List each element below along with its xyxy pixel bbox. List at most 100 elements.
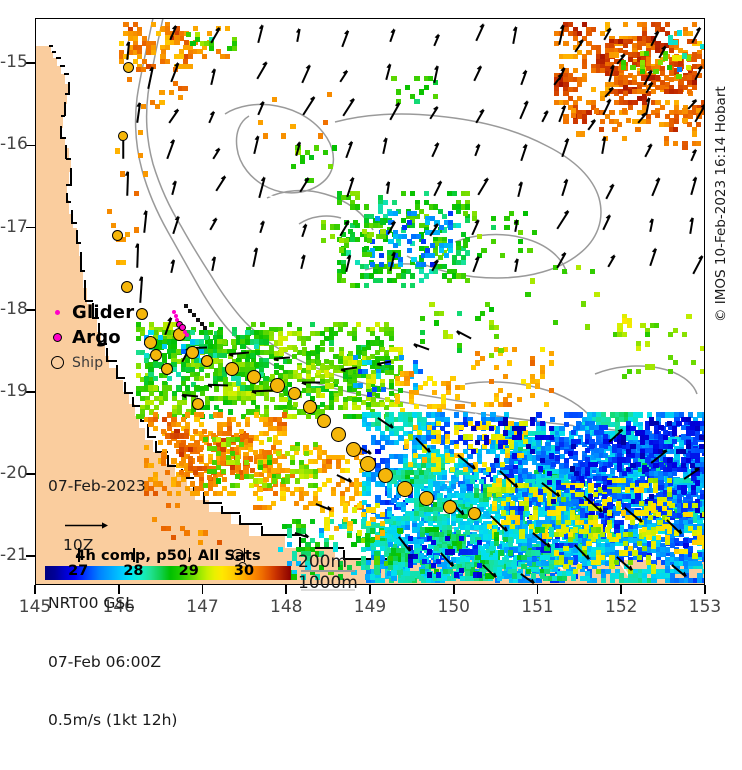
sst-cell [419, 89, 424, 94]
sst-cell [585, 576, 590, 581]
sst-cell [313, 442, 318, 447]
sst-cell [702, 506, 705, 511]
sst-cell [599, 127, 604, 132]
sst-cell [614, 52, 619, 57]
sst-cell [336, 482, 341, 487]
sst-cell [222, 477, 227, 482]
sst-cell [194, 491, 199, 496]
sst-cell [138, 153, 143, 158]
sst-cell [217, 376, 222, 381]
sst-cell [155, 104, 160, 109]
sst-cell [241, 400, 246, 405]
sst-cell [518, 248, 523, 253]
sst-cell [300, 159, 305, 164]
sst-cell [407, 248, 412, 253]
sst-cell [419, 278, 424, 283]
sst-cell [356, 391, 361, 396]
sst-cell [283, 397, 288, 402]
sst-cell [414, 390, 419, 395]
sst-cell [455, 394, 460, 399]
sst-cell [380, 234, 385, 239]
sst-cell [209, 46, 214, 51]
sst-cell [463, 211, 468, 216]
sst-cell [535, 383, 540, 388]
sst-cell [381, 387, 386, 392]
sst-cell [679, 442, 684, 447]
sst-cell [292, 354, 297, 359]
sst-cell [270, 397, 275, 402]
sst-cell [328, 164, 333, 169]
sst-cell [257, 496, 262, 501]
sst-cell [379, 253, 384, 258]
sst-cell [212, 469, 217, 474]
sst-cell [283, 347, 288, 352]
sst-cell [503, 374, 508, 379]
sst-cell [221, 469, 226, 474]
sst-cell [601, 578, 606, 583]
sst-cell [651, 89, 656, 94]
sst-cell [489, 379, 494, 384]
sst-cell [433, 94, 438, 99]
sst-cell [209, 322, 214, 327]
sst-cell [207, 31, 212, 36]
sst-cell [383, 200, 388, 205]
sst-cell [451, 521, 456, 526]
sst-cell [414, 99, 419, 104]
sst-cell [573, 68, 578, 73]
sst-cell [491, 225, 496, 230]
sst-cell [667, 65, 672, 70]
sst-cell [134, 227, 139, 232]
sst-cell [341, 278, 346, 283]
sst-cell [456, 209, 461, 214]
sst-cell [392, 278, 397, 283]
sst-cell [332, 145, 337, 150]
sst-cell [235, 474, 240, 479]
sst-cell [254, 344, 259, 349]
sst-cell [622, 108, 627, 113]
sst-cell [297, 365, 302, 370]
sst-cell [356, 322, 361, 327]
sst-cell [311, 351, 316, 356]
sst-cell [527, 248, 532, 253]
sst-cell [467, 454, 472, 459]
sst-cell [250, 353, 255, 358]
sst-cell [263, 362, 268, 367]
sst-cell [664, 141, 669, 146]
sst-cell [280, 496, 285, 501]
sst-cell [292, 414, 297, 419]
sst-cell [504, 225, 509, 230]
sst-cell [148, 330, 153, 335]
sst-cell [291, 164, 296, 169]
sst-cell [475, 360, 480, 365]
sst-cell [263, 431, 268, 436]
sst-cell [217, 491, 222, 496]
sst-cell [290, 491, 295, 496]
sst-cell [509, 211, 514, 216]
sst-cell [481, 248, 486, 253]
sst-cell [343, 322, 348, 327]
sst-cell [594, 108, 599, 113]
sst-cell [153, 385, 158, 390]
sst-cell [303, 491, 308, 496]
sst-cell [127, 77, 132, 82]
sst-cell [380, 402, 385, 407]
sst-cell [263, 339, 268, 344]
sst-cell [582, 119, 587, 124]
sst-cell [136, 363, 141, 368]
sst-cell [573, 119, 578, 124]
sst-cell [362, 369, 367, 374]
sst-cell [235, 460, 240, 465]
sst-cell [184, 40, 189, 45]
sst-cell [366, 426, 371, 431]
sst-cell [396, 89, 401, 94]
sst-cell [236, 422, 241, 427]
sst-cell [522, 460, 527, 465]
sst-cell [167, 385, 172, 390]
sst-cell [367, 238, 372, 243]
sst-cell [491, 239, 496, 244]
sst-cell [398, 388, 403, 393]
sst-cell [480, 356, 485, 361]
sst-cell [320, 340, 325, 345]
sst-cell [366, 560, 371, 565]
sst-cell [404, 381, 409, 386]
